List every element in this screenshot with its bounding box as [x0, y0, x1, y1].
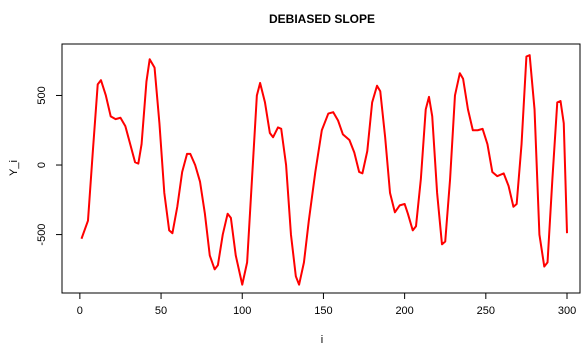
plot-box [61, 43, 581, 294]
y-tick-label: 0 [36, 162, 48, 168]
y-axis-label: Y_i [8, 160, 20, 176]
x-tick-label: 300 [558, 305, 576, 317]
data-line [80, 54, 569, 286]
y-tick-label: 500 [36, 86, 48, 104]
x-tick-label: 150 [314, 305, 332, 317]
x-tick-label: 0 [77, 305, 83, 317]
x-axis-label: i [321, 334, 323, 346]
x-tick-label: 250 [477, 305, 495, 317]
chart-title: DEBIASED SLOPE [269, 12, 375, 26]
x-tick-label: 100 [233, 305, 251, 317]
x-tick-label: 200 [395, 305, 413, 317]
y-tick-label: -500 [36, 224, 48, 246]
x-tick-label: 50 [155, 305, 167, 317]
